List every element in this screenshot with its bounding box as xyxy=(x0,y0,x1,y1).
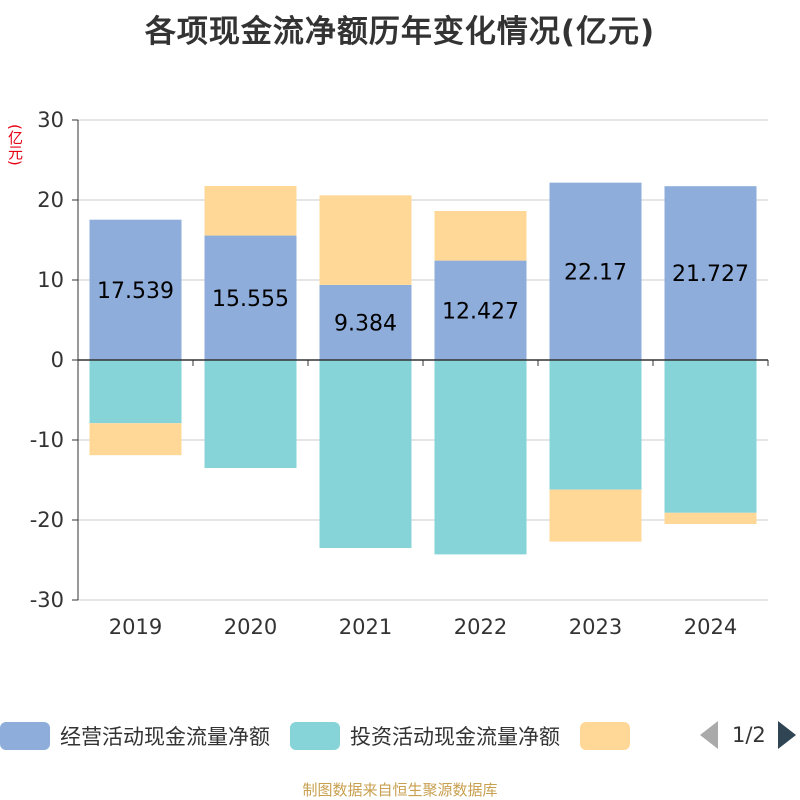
bar-data-label: 22.17 xyxy=(564,260,627,285)
bar-segment xyxy=(204,185,297,236)
legend-item-investing[interactable]: 投资活动现金流量净额 xyxy=(290,721,560,751)
bar-segment xyxy=(664,512,757,524)
bar-segment xyxy=(319,284,412,360)
x-tick-label: 2022 xyxy=(454,615,507,639)
y-tick-label: 20 xyxy=(37,188,64,212)
x-tick-label: 2024 xyxy=(684,615,737,639)
x-tick-label: 2019 xyxy=(109,615,162,639)
chart-title: 各项现金流净额历年变化情况(亿元) xyxy=(144,14,656,50)
legend-swatch-investing xyxy=(290,722,340,750)
legend-label-investing: 投资活动现金流量净额 xyxy=(350,725,560,749)
bar-segment xyxy=(89,423,182,456)
bar-data-label: 21.727 xyxy=(672,262,749,287)
legend-item-operating[interactable]: 经营活动现金流量净额 xyxy=(0,721,270,751)
y-tick-label: -30 xyxy=(30,588,64,612)
bar-segment xyxy=(204,360,297,468)
legend-pager: 1/2 xyxy=(700,718,796,752)
y-tick-label: -20 xyxy=(30,508,64,532)
bar-segment xyxy=(434,360,527,555)
bar-segment xyxy=(89,219,182,360)
bar-segment xyxy=(89,360,182,424)
x-tick-label: 2021 xyxy=(339,615,392,639)
bar-data-label: 15.555 xyxy=(212,287,289,312)
legend-page-indicator: 1/2 xyxy=(732,723,766,747)
bar-data-label: 9.384 xyxy=(334,311,397,336)
data-source-note: 制图数据来自恒生聚源数据库 xyxy=(302,781,498,799)
bar-data-label: 12.427 xyxy=(442,299,519,324)
y-axis-unit: (亿元) xyxy=(6,124,24,166)
bar-segment xyxy=(434,260,527,360)
bar-segment xyxy=(549,360,642,490)
bar-segment xyxy=(549,489,642,542)
bar-segment xyxy=(434,210,527,261)
legend-prev-page-icon[interactable] xyxy=(700,721,718,749)
legend-next-page-icon[interactable] xyxy=(777,721,796,749)
legend: 经营活动现金流量净额 投资活动现金流量净额 xyxy=(0,716,800,756)
y-tick-label: 0 xyxy=(51,348,64,372)
y-tick-label: -10 xyxy=(30,428,64,452)
bar-segment xyxy=(319,195,412,285)
legend-label-operating: 经营活动现金流量净额 xyxy=(60,725,270,749)
x-tick-label: 2020 xyxy=(224,615,277,639)
y-tick-label: 30 xyxy=(37,108,64,132)
legend-swatch-third-series xyxy=(580,722,630,750)
bar-data-label: 17.539 xyxy=(97,279,174,304)
bar-segment xyxy=(664,186,757,360)
bar-segment xyxy=(549,182,642,360)
y-tick-label: 10 xyxy=(37,268,64,292)
bar-segment xyxy=(204,235,297,360)
bar-segment xyxy=(664,360,757,513)
x-tick-label: 2023 xyxy=(569,615,622,639)
legend-swatch-operating xyxy=(0,722,50,750)
legend-item-third-series[interactable] xyxy=(580,722,640,750)
bar-segment xyxy=(319,360,412,548)
